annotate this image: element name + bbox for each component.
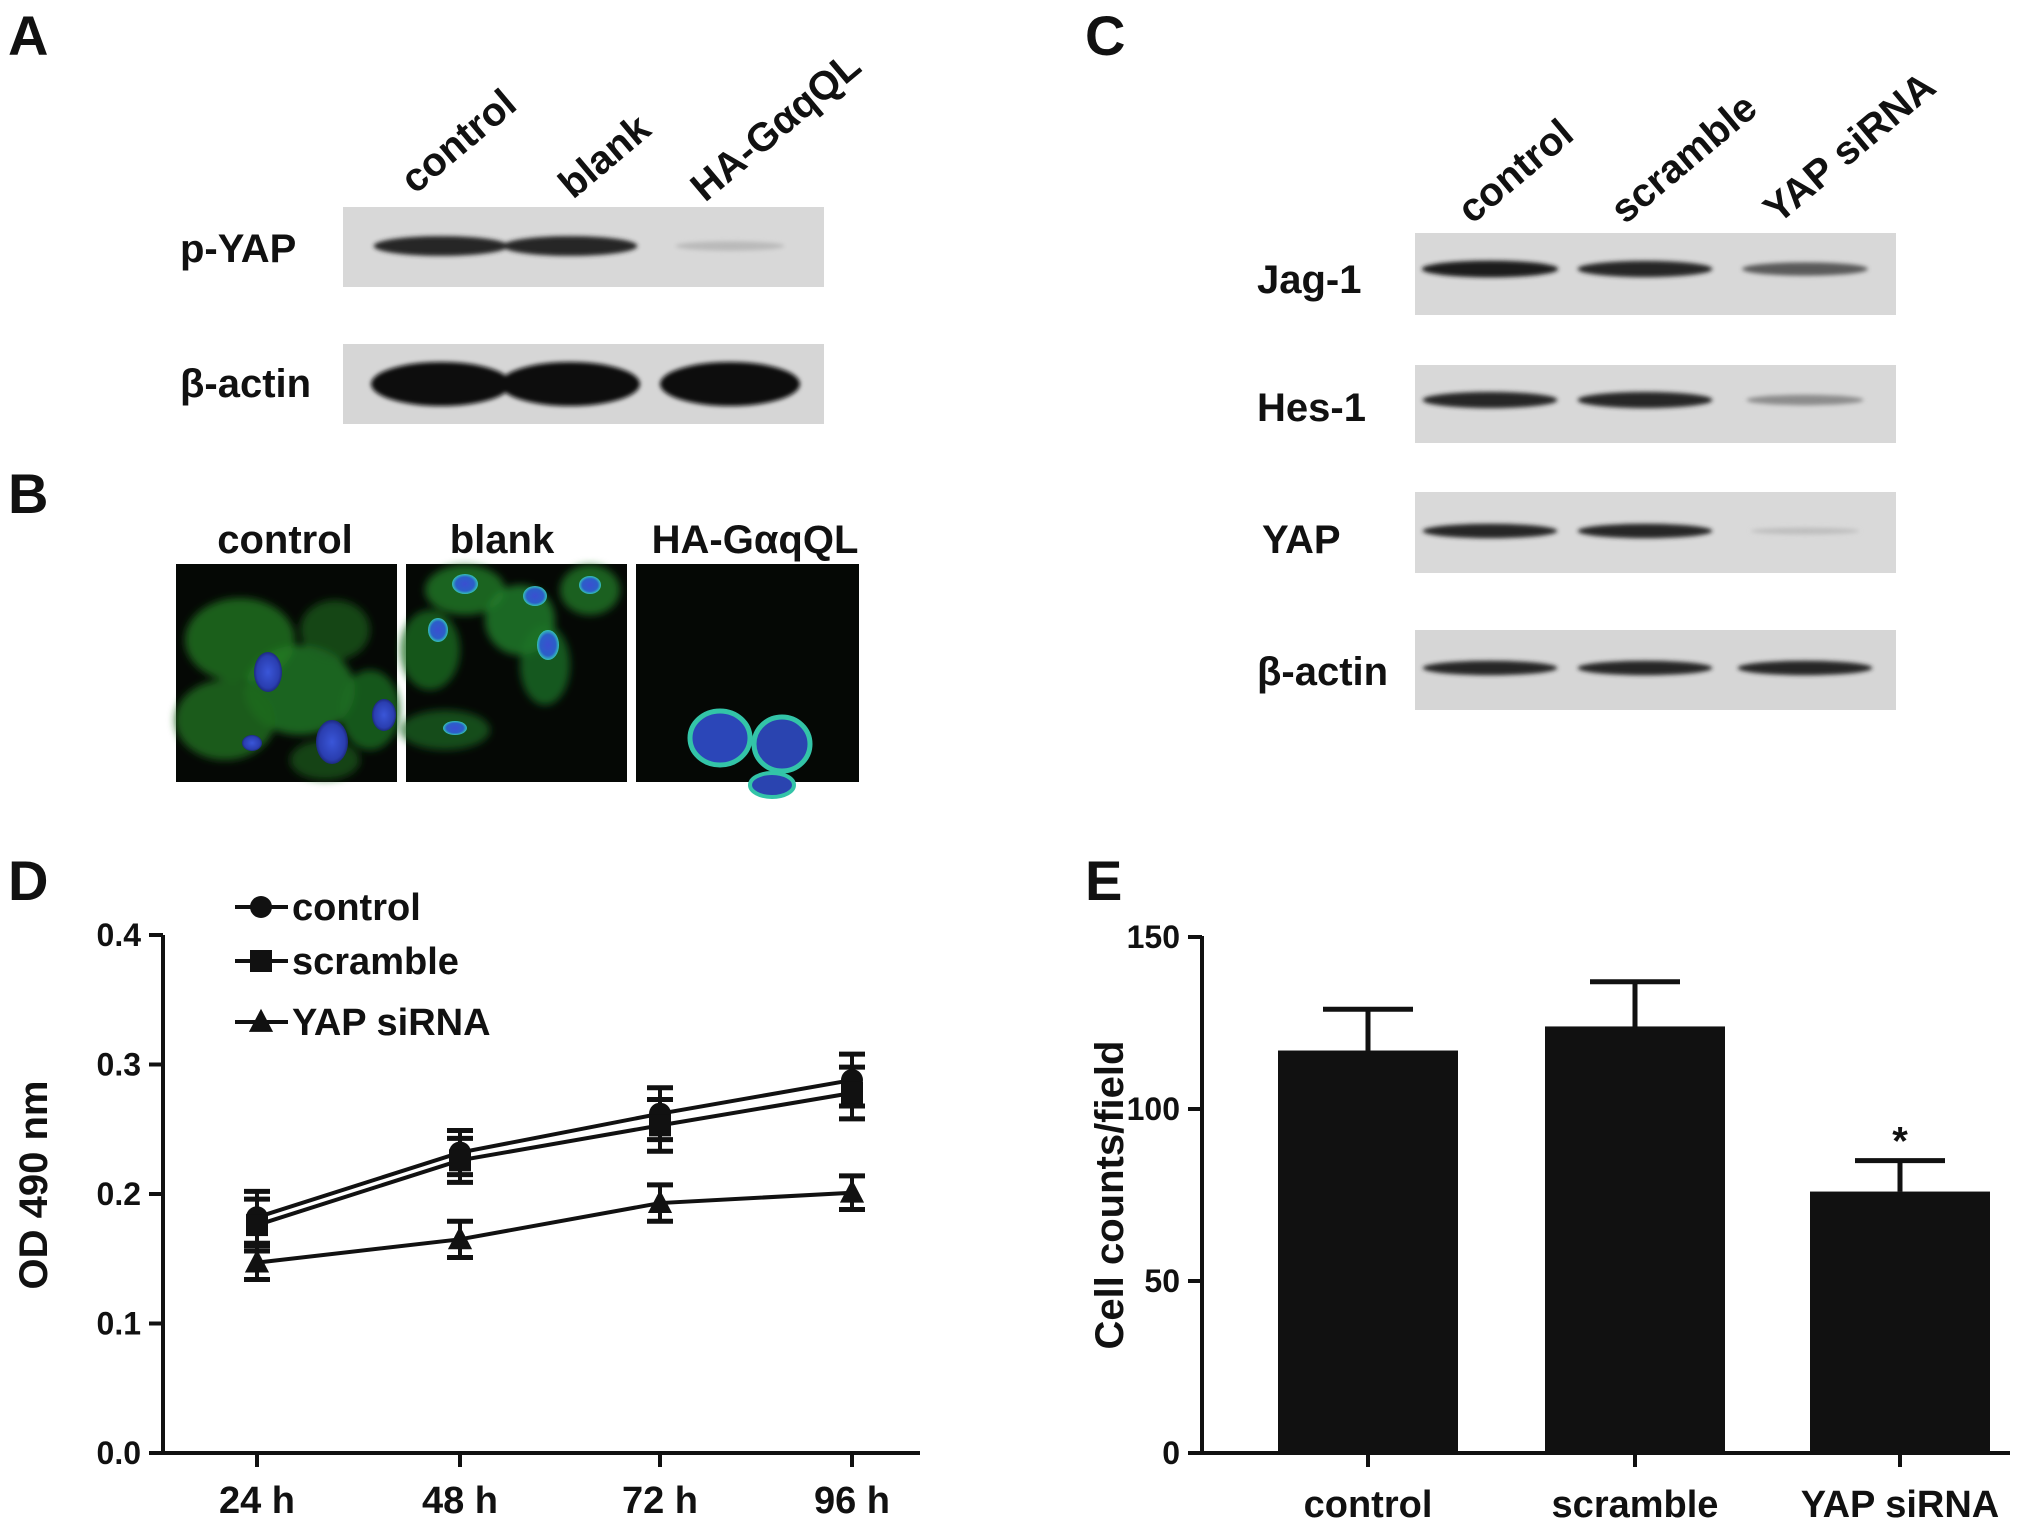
y-tick-label-e: 0 xyxy=(1162,1435,1180,1471)
band-p-yap-lane-1 xyxy=(373,236,509,256)
row-label-yap: YAP xyxy=(1262,518,1341,562)
lane-label-scramble: scramble xyxy=(1603,85,1766,232)
x-tick-label-control: control xyxy=(1304,1484,1433,1526)
y-axis-label-d: OD 490 nm xyxy=(12,1081,56,1290)
legend-marker-control xyxy=(250,896,272,918)
lane-label-ha-gaqql: HA-GαqQL xyxy=(683,43,870,210)
y-tick-label-d: 0.3 xyxy=(97,1047,141,1083)
series-line-yap-sirna xyxy=(256,1190,853,1265)
if-label-ha-gaqql: HA-GαqQL xyxy=(652,518,859,562)
if-label-control: control xyxy=(217,518,353,562)
y-tick-label-d: 0.0 xyxy=(97,1435,141,1471)
if-image-blank xyxy=(400,564,627,782)
x-tick-label-d: 48 h xyxy=(422,1480,498,1522)
significance-marker: * xyxy=(1892,1120,1908,1164)
legend-label-scramble: scramble xyxy=(292,941,459,983)
band-actin-lane-2 xyxy=(1577,660,1713,676)
y-tick-label-e: 100 xyxy=(1127,1091,1180,1127)
y-tick-label-e: 50 xyxy=(1144,1263,1180,1299)
if-label-blank: blank xyxy=(450,518,555,562)
line-chart-d: 0.0 0.1 0.2 0.3 0.4 24 h 48 h 72 h 96 h OD 490 … xyxy=(12,887,920,1522)
y-tick-label-d: 0.1 xyxy=(97,1306,141,1342)
y-tick-label-d: 0.4 xyxy=(97,917,142,953)
band-hes-1-lane-3 xyxy=(1746,394,1864,406)
western-blot-c: control scramble YAP siRNA Jag-1 Hes-1 Y… xyxy=(1257,64,1944,710)
legend-label-control: control xyxy=(292,887,421,929)
legend-marker-yap-sirna xyxy=(248,1008,274,1032)
lane-label-control-c: control xyxy=(1450,111,1582,232)
panel-letter-c: C xyxy=(1085,4,1125,67)
panel-letter-e: E xyxy=(1085,849,1122,912)
row-label-jag-1: Jag-1 xyxy=(1257,258,1362,302)
band-yap-lane-2 xyxy=(1577,523,1713,539)
series-line-control xyxy=(256,1078,853,1220)
row-label-beta-actin-c: β-actin xyxy=(1257,650,1388,694)
point-scramble xyxy=(841,1081,863,1104)
y-axis-label-e: Cell counts/field xyxy=(1088,1041,1132,1350)
lane-label-control: control xyxy=(393,81,525,202)
immunofluorescence-b: control blank HA-GαqQL xyxy=(175,518,859,799)
band-jag-1-lane-1 xyxy=(1421,260,1559,278)
band-hes-1-lane-2 xyxy=(1577,391,1713,409)
band-actin-lane-2 xyxy=(500,362,640,406)
row-label-p-yap: p-YAP xyxy=(180,227,296,271)
series-line-scramble xyxy=(256,1091,853,1227)
if-image-ha-gaqql xyxy=(636,564,859,799)
point-scramble xyxy=(246,1214,268,1237)
legend-label-yap-sirna: YAP siRNA xyxy=(292,1002,491,1044)
x-tick-label-d: 24 h xyxy=(219,1480,295,1522)
panel-letter-d: D xyxy=(8,849,48,912)
bar-chart-e: 0 50 100 150 control scramble YAP siRNA * Cell… xyxy=(1088,919,2010,1526)
y-tick-label-d: 0.2 xyxy=(97,1176,141,1212)
band-hes-1-lane-1 xyxy=(1422,391,1558,409)
point-yap-sirna xyxy=(839,1179,865,1203)
point-yap-sirna xyxy=(647,1189,673,1213)
lane-label-blank: blank xyxy=(551,106,660,207)
panel-letter-a: A xyxy=(8,4,48,67)
bar-control xyxy=(1278,1050,1458,1453)
x-tick-label-scramble: scramble xyxy=(1552,1484,1719,1526)
band-actin-lane-1 xyxy=(371,362,511,406)
row-label-beta-actin: β-actin xyxy=(180,362,311,406)
if-image-control xyxy=(175,564,400,782)
band-actin-lane-3 xyxy=(1737,660,1873,676)
x-tick-label-d: 72 h xyxy=(622,1480,698,1522)
band-actin-lane-3 xyxy=(660,362,800,406)
point-yap-sirna xyxy=(447,1226,473,1250)
panel-letter-b: B xyxy=(8,462,48,525)
x-tick-label-yap-sirna: YAP siRNA xyxy=(1801,1484,2000,1526)
band-p-yap-lane-3 xyxy=(675,241,785,251)
legend-marker-scramble xyxy=(250,950,272,972)
band-yap-lane-3 xyxy=(1750,527,1860,535)
bar-scramble xyxy=(1545,1026,1725,1453)
row-label-hes-1: Hes-1 xyxy=(1257,386,1366,430)
x-tick-label-d: 96 h xyxy=(814,1480,890,1522)
bar-yap-sirna xyxy=(1810,1191,1990,1453)
point-yap-sirna xyxy=(244,1249,270,1273)
band-jag-1-lane-2 xyxy=(1577,260,1713,278)
band-actin-lane-1 xyxy=(1422,660,1558,676)
band-p-yap-lane-2 xyxy=(502,236,638,256)
band-yap-lane-1 xyxy=(1422,523,1558,539)
y-tick-label-e: 150 xyxy=(1127,919,1180,955)
point-scramble xyxy=(649,1114,671,1137)
band-jag-1-lane-3 xyxy=(1742,262,1868,276)
point-scramble xyxy=(449,1149,471,1172)
western-blot-a: control blank HA-GαqQL p-YAP β-actin xyxy=(180,43,869,424)
lane-label-yap-sirna: YAP siRNA xyxy=(1756,64,1944,232)
